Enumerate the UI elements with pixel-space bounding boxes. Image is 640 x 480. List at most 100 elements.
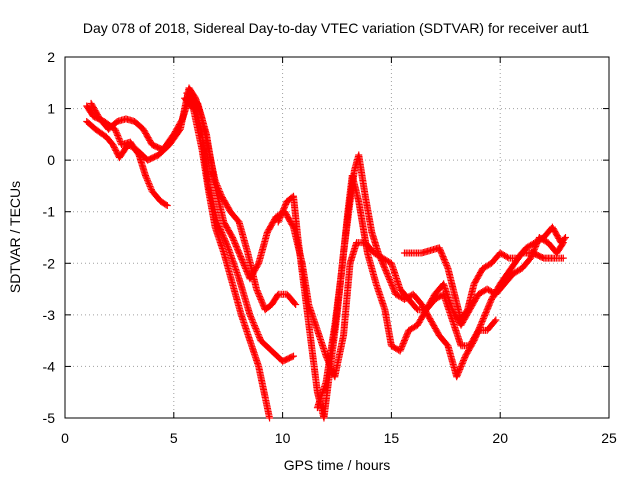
data-point bbox=[237, 253, 245, 261]
data-point bbox=[559, 254, 567, 262]
data-point bbox=[456, 365, 464, 373]
data-point bbox=[476, 323, 484, 331]
data-point bbox=[242, 264, 250, 272]
data-point bbox=[280, 203, 288, 211]
data-point bbox=[112, 128, 120, 136]
data-point bbox=[437, 248, 445, 256]
y-tick-label: 2 bbox=[47, 49, 55, 65]
data-point bbox=[397, 344, 405, 352]
data-point bbox=[114, 133, 122, 141]
data-point bbox=[249, 317, 257, 325]
data-point bbox=[162, 201, 170, 209]
data-point bbox=[258, 298, 266, 306]
data-point bbox=[379, 261, 387, 269]
data-point bbox=[473, 331, 481, 339]
data-point bbox=[400, 337, 408, 345]
data-point bbox=[259, 301, 267, 309]
data-point bbox=[528, 251, 536, 259]
data-point bbox=[375, 250, 383, 258]
data-point bbox=[387, 278, 395, 286]
y-tick-label: -5 bbox=[43, 410, 56, 426]
data-point bbox=[402, 332, 410, 340]
series-track-2 bbox=[83, 84, 300, 314]
data-point bbox=[403, 331, 411, 339]
data-point bbox=[376, 252, 384, 260]
plot-frame bbox=[64, 56, 610, 419]
data-point bbox=[147, 184, 155, 192]
data-point bbox=[252, 326, 260, 334]
data-point bbox=[399, 341, 407, 349]
data-point bbox=[530, 245, 538, 253]
series-track-4 bbox=[181, 94, 274, 422]
data-point bbox=[279, 206, 287, 214]
data-point bbox=[477, 320, 485, 328]
data-point bbox=[234, 245, 242, 253]
data-point bbox=[291, 299, 299, 307]
data-point bbox=[398, 343, 406, 351]
data-point bbox=[252, 325, 260, 333]
data-point bbox=[243, 267, 251, 275]
x-axis-label: GPS time / hours bbox=[284, 457, 391, 473]
data-point bbox=[402, 334, 410, 342]
data-point bbox=[279, 208, 287, 216]
data-point bbox=[441, 257, 449, 265]
data-point bbox=[435, 244, 443, 252]
data-point bbox=[234, 247, 242, 255]
data-point bbox=[238, 257, 246, 265]
data-point bbox=[276, 214, 284, 222]
data-point bbox=[383, 270, 391, 278]
data-point bbox=[476, 322, 484, 330]
data-point bbox=[474, 328, 482, 336]
data-point bbox=[382, 268, 390, 276]
data-point bbox=[486, 298, 494, 306]
data-point bbox=[386, 275, 394, 283]
data-point bbox=[236, 251, 244, 259]
y-tick-label: 0 bbox=[47, 152, 55, 168]
data-point bbox=[437, 247, 445, 255]
data-point bbox=[257, 297, 265, 305]
data-point bbox=[396, 347, 404, 355]
axis-ticks: 0 5 10 15 20 25 -5 -4 -3 -2 -1 0 1 2 bbox=[43, 49, 617, 446]
data-point bbox=[254, 288, 262, 296]
data-point bbox=[458, 359, 466, 367]
y-axis-label: SDTVAR / TECUs bbox=[7, 181, 23, 293]
data-point bbox=[560, 235, 568, 243]
data-point bbox=[485, 301, 493, 309]
data-point bbox=[116, 136, 124, 144]
data-point bbox=[229, 234, 237, 241]
data-point bbox=[453, 373, 461, 381]
data-point bbox=[471, 335, 479, 343]
data-point bbox=[387, 280, 395, 288]
data-point bbox=[112, 127, 120, 135]
series-track-8 bbox=[400, 223, 569, 324]
data-point bbox=[381, 264, 389, 272]
data-point bbox=[275, 215, 283, 223]
data-point bbox=[388, 281, 396, 289]
data-point bbox=[480, 313, 488, 321]
data-point bbox=[384, 271, 392, 279]
data-point bbox=[216, 224, 224, 232]
data-point bbox=[232, 241, 240, 249]
x-tick-label: 25 bbox=[601, 430, 617, 446]
data-point bbox=[255, 291, 263, 299]
data-points bbox=[83, 84, 569, 422]
data-point bbox=[483, 307, 491, 315]
x-tick-label: 5 bbox=[170, 430, 178, 446]
x-tick-label: 15 bbox=[384, 430, 400, 446]
data-point bbox=[231, 239, 239, 247]
data-point bbox=[401, 335, 409, 343]
data-point bbox=[256, 294, 264, 302]
data-point bbox=[252, 285, 260, 293]
data-point bbox=[253, 328, 261, 336]
data-point bbox=[222, 238, 230, 246]
data-point bbox=[527, 254, 535, 262]
data-point bbox=[145, 181, 153, 189]
data-point bbox=[453, 371, 461, 379]
data-point bbox=[458, 361, 466, 369]
data-point bbox=[215, 223, 223, 231]
data-point bbox=[254, 331, 262, 339]
data-point bbox=[377, 255, 385, 263]
data-point bbox=[491, 317, 499, 325]
y-tick-label: -1 bbox=[43, 204, 56, 220]
data-point bbox=[278, 209, 286, 217]
